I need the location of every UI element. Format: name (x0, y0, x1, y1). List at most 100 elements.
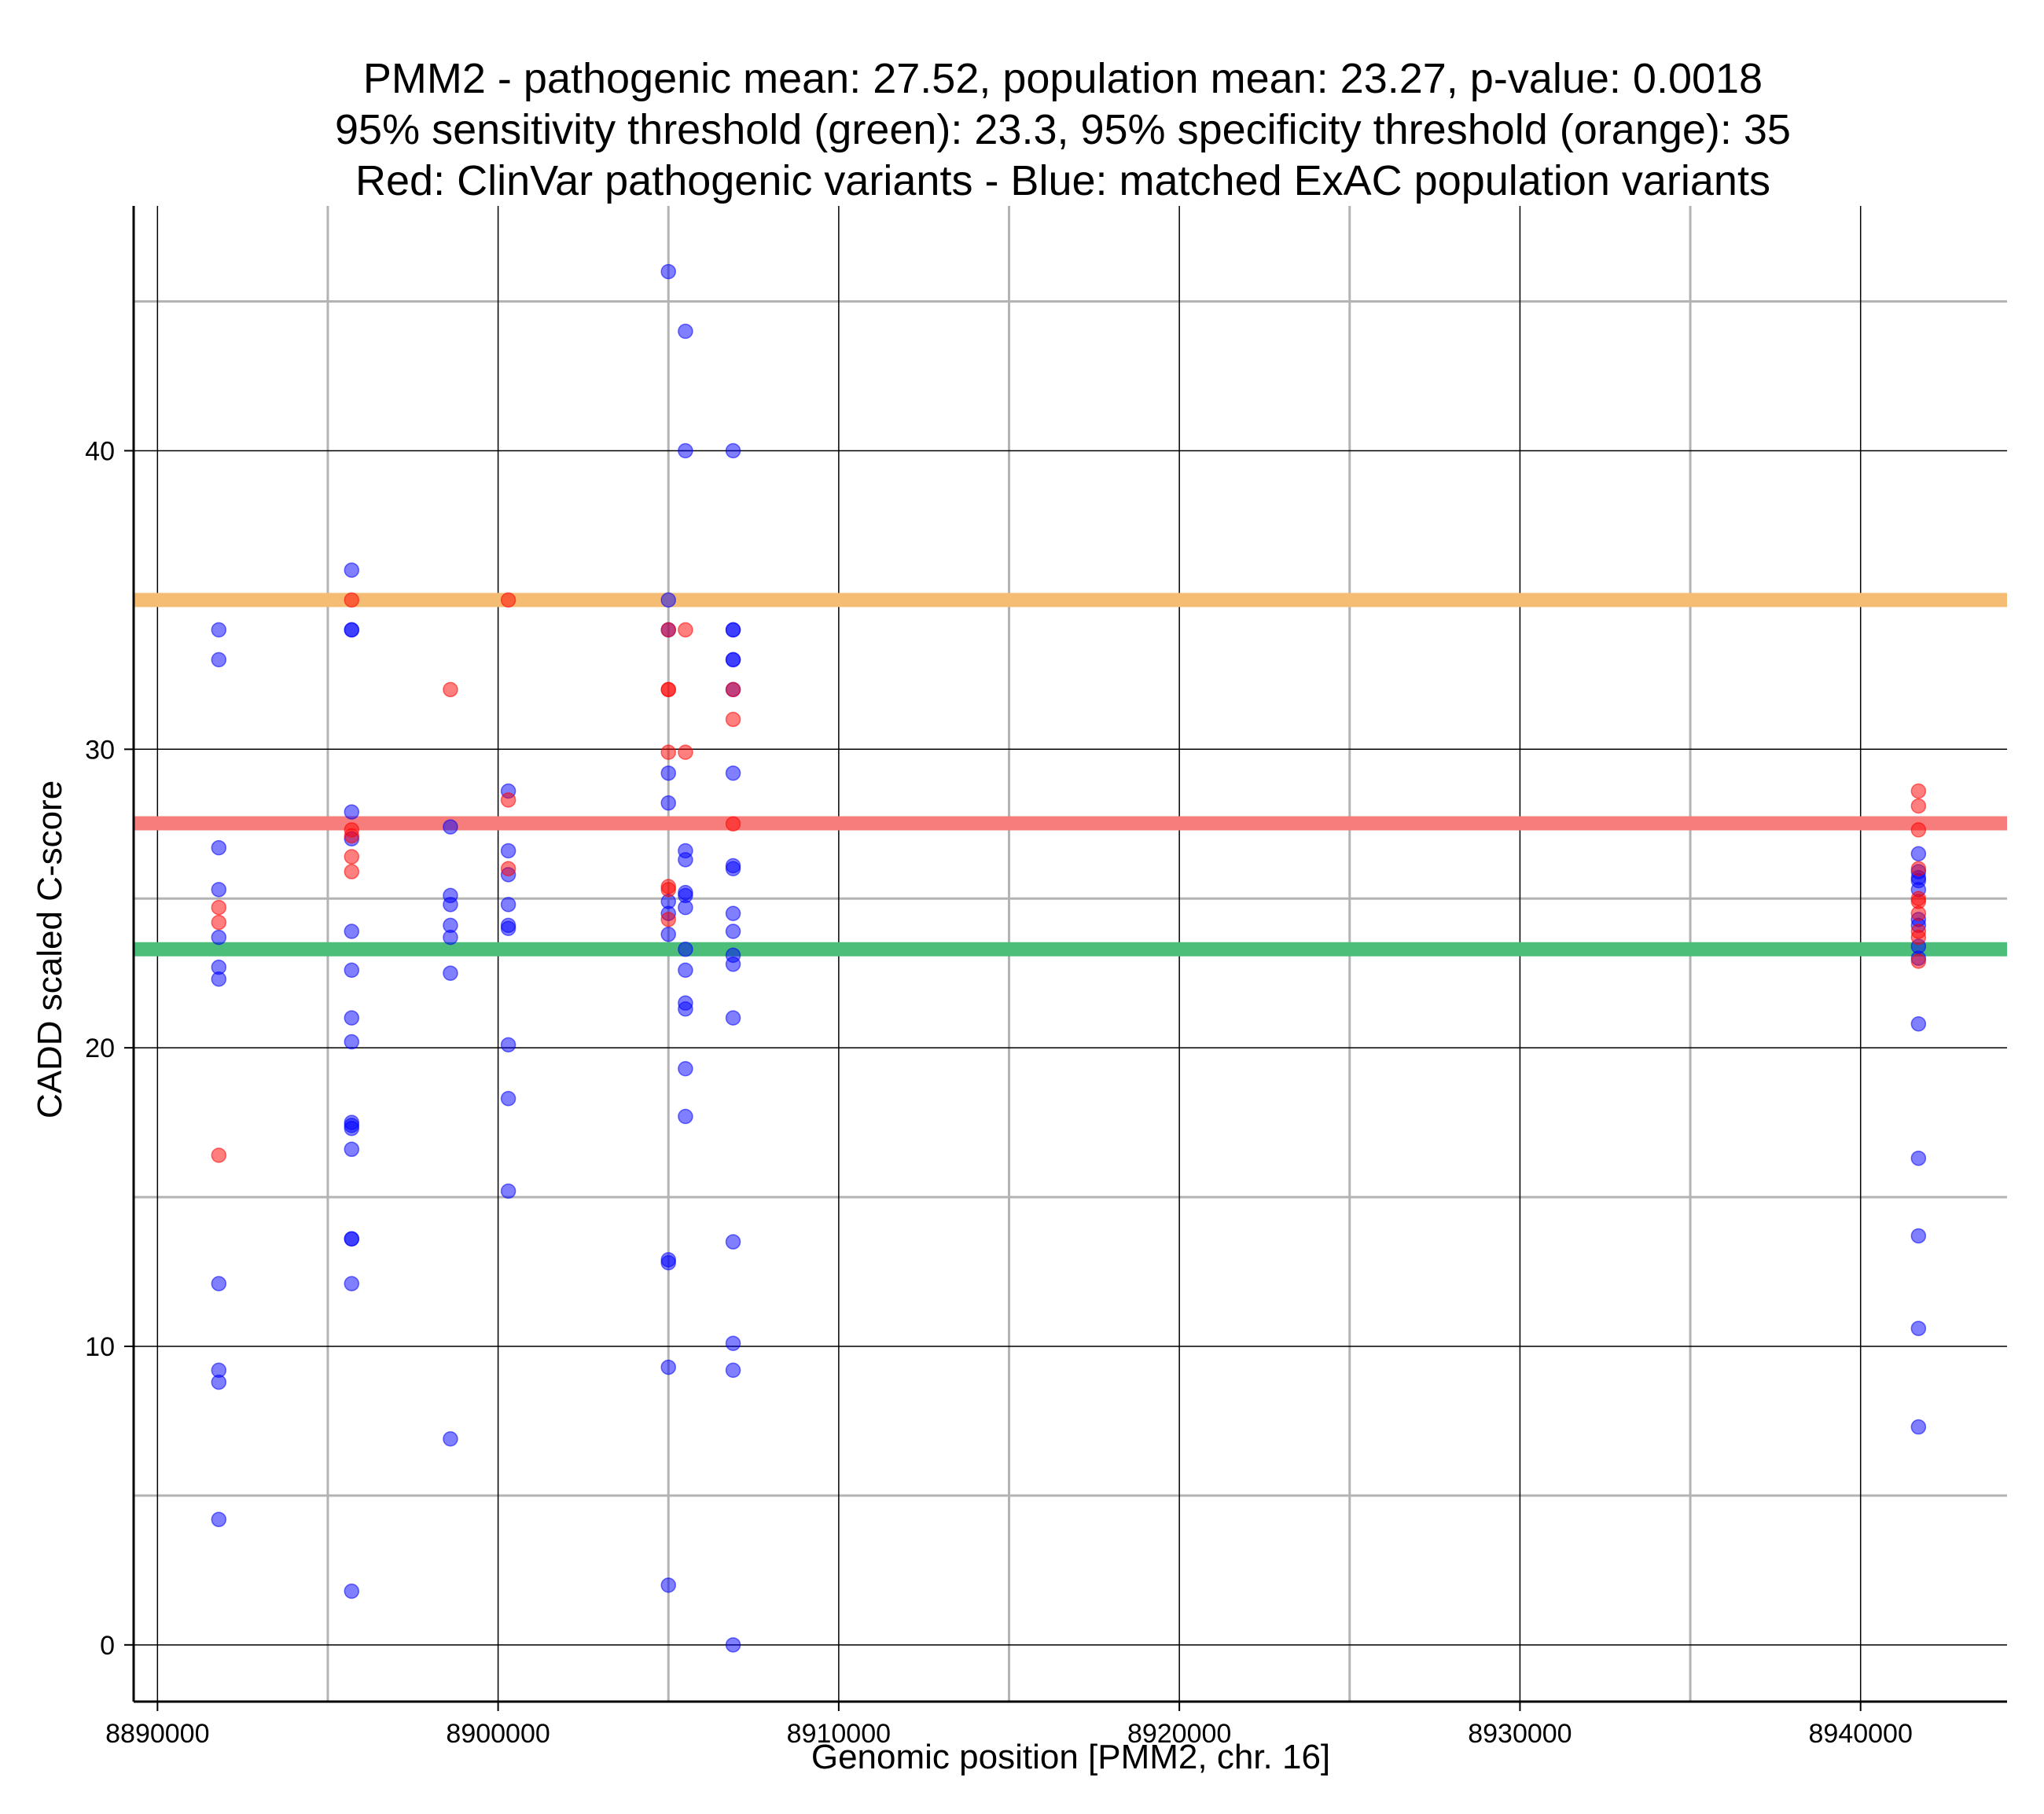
data-point (678, 442, 693, 459)
data-point (725, 816, 741, 832)
data-point (660, 912, 676, 927)
data-point (500, 792, 517, 808)
data-point (443, 965, 458, 981)
data-point (725, 1335, 741, 1351)
data-point (660, 744, 676, 760)
data-point (660, 622, 676, 638)
data-point (211, 971, 227, 987)
data-point (725, 442, 741, 459)
data-point (344, 1118, 360, 1133)
data-point (678, 899, 693, 916)
data-point (725, 622, 741, 638)
data-point (725, 905, 741, 921)
data-point (678, 852, 693, 868)
data-point (725, 711, 741, 728)
data-point (725, 652, 741, 668)
data-point (211, 1374, 227, 1390)
data-point (500, 1090, 517, 1107)
x-tick-label: 8940000 (1809, 1719, 1913, 1749)
data-point (725, 861, 741, 876)
data-point (725, 1010, 741, 1026)
data-point (500, 920, 517, 936)
data-point (344, 1231, 360, 1247)
data-point (678, 1108, 693, 1125)
data-point (344, 1141, 360, 1158)
data-point (211, 1511, 227, 1528)
data-point (211, 839, 227, 856)
data-point (725, 1637, 741, 1653)
data-point (443, 897, 458, 913)
data-point (725, 924, 741, 939)
threshold-lines (134, 593, 2007, 957)
y-tick-label: 40 (85, 436, 115, 466)
data-point (1910, 953, 1927, 969)
chart-title: PMM2 - pathogenic mean: 27.52, populatio… (335, 55, 1791, 204)
data-point (344, 962, 360, 979)
data-point (344, 592, 360, 608)
y-axis-label: CADD scaled C-score (31, 780, 69, 1118)
x-tick-label: 8920000 (1127, 1719, 1231, 1749)
data-point (344, 622, 360, 638)
data-point (1910, 846, 1927, 862)
data-point (1910, 1419, 1927, 1435)
data-point (211, 914, 227, 931)
data-point (1910, 1320, 1927, 1336)
x-axis-ticks: 8890000 8900000 8910000 8920000 8930000 89400… (105, 1702, 1913, 1749)
data-point (678, 744, 693, 760)
x-axis-label: Genomic position [PMM2, chr. 16] (811, 1738, 1330, 1776)
x-tick-label: 8890000 (105, 1719, 209, 1749)
data-point (1910, 861, 1927, 876)
data-point (725, 957, 741, 972)
data-point (443, 929, 458, 946)
data-point (1910, 783, 1927, 799)
data-points (211, 263, 1927, 1653)
data-point (1910, 822, 1927, 838)
title-line-3: Red: ClinVar pathogenic variants - Blue:… (355, 157, 1770, 204)
data-point (660, 263, 676, 280)
data-point (725, 681, 741, 698)
x-tick-label: 8930000 (1468, 1719, 1572, 1749)
axes (132, 206, 2007, 1703)
data-point (500, 1037, 517, 1053)
y-axis-ticks: 0 10 20 30 40 (85, 436, 134, 1661)
data-point (1910, 905, 1927, 921)
title-line-1: PMM2 - pathogenic mean: 27.52, populatio… (363, 55, 1763, 102)
data-point (211, 929, 227, 946)
data-point (344, 1276, 360, 1291)
data-point (1910, 1016, 1927, 1032)
data-point (500, 843, 517, 859)
data-point (344, 864, 360, 879)
x-tick-label: 8900000 (446, 1719, 550, 1749)
data-point (678, 1060, 693, 1077)
y-tick-label: 30 (85, 735, 115, 765)
data-point (500, 592, 517, 608)
data-point (660, 592, 676, 608)
data-point (660, 681, 676, 698)
data-point (443, 681, 458, 698)
data-point (344, 1010, 360, 1026)
data-point (344, 1034, 360, 1050)
data-point (344, 804, 360, 820)
data-point (344, 828, 360, 844)
data-point (660, 1577, 676, 1593)
data-point (500, 897, 517, 913)
data-point (344, 562, 360, 578)
data-point (660, 1254, 676, 1271)
data-point (725, 765, 741, 781)
data-point (678, 1001, 693, 1017)
data-point (344, 1583, 360, 1599)
y-tick-label: 10 (85, 1332, 115, 1362)
data-point (500, 1183, 517, 1199)
data-point (1910, 798, 1927, 814)
data-point (725, 1234, 741, 1250)
data-point (211, 652, 227, 668)
data-point (1910, 1228, 1927, 1244)
data-point (660, 1359, 676, 1375)
data-point (344, 849, 360, 865)
data-point (678, 323, 693, 340)
data-point (443, 819, 458, 835)
data-point (660, 882, 676, 898)
data-point (660, 765, 676, 781)
data-point (660, 927, 676, 942)
